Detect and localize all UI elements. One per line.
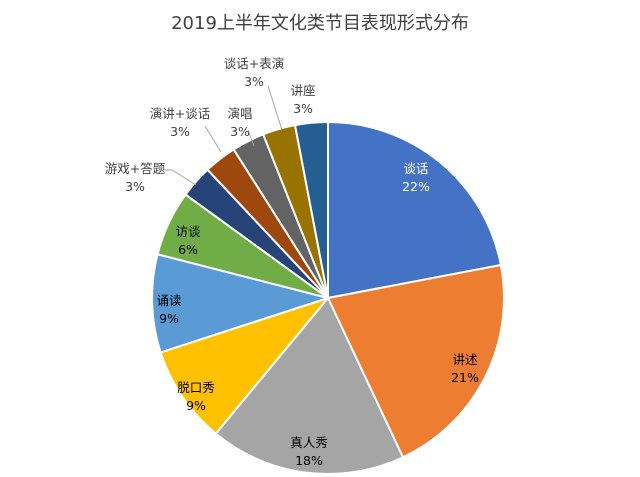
pie-slice	[159, 295, 331, 436]
slice-percent-label: 3%	[125, 179, 145, 194]
data-label: 演讲+谈话 3%	[150, 106, 210, 139]
data-label: 谈话 22%	[402, 161, 430, 194]
data-label: 谈话+表演 3%	[224, 56, 284, 89]
data-label: 脱口秀 9%	[177, 380, 215, 413]
chart-title: 2019上半年文化类节目表现形式分布	[171, 13, 469, 34]
pie-slice	[151, 253, 332, 354]
slice-name-label: 讲座	[290, 83, 315, 98]
data-label: 演唱 3%	[227, 106, 252, 139]
slice-percent-label: 21%	[451, 370, 479, 385]
slice-name-label: 脱口秀	[177, 380, 215, 395]
slice-percent-label: 3%	[170, 124, 190, 139]
slice-percent-label: 3%	[293, 101, 313, 116]
slice-percent-label: 6%	[178, 242, 198, 257]
leader-line	[267, 85, 283, 131]
slice-percent-label: 3%	[230, 124, 250, 139]
data-label: 访谈 6%	[175, 224, 201, 257]
data-label: 游戏+答题 3%	[105, 161, 166, 194]
slice-name-label: 演讲+谈话	[150, 106, 210, 121]
slice-percent-label: 18%	[295, 453, 323, 468]
slice-name-label: 谈话+表演	[224, 56, 284, 71]
leader-line	[247, 129, 255, 147]
slice-percent-label: 22%	[402, 179, 430, 194]
slice-name-label: 诵读	[156, 293, 181, 308]
slice-percent-label: 9%	[159, 311, 179, 326]
pie-slice	[293, 120, 329, 299]
slice-name-label: 谈话	[403, 161, 428, 176]
pie-slice	[214, 296, 405, 475]
data-label: 真人秀 18%	[290, 435, 328, 468]
slice-name-label: 演唱	[227, 106, 252, 121]
slice-name-label: 真人秀	[290, 435, 328, 450]
slice-percent-label: 9%	[186, 398, 206, 413]
pie-slice	[327, 120, 503, 300]
slice-percent-label: 3%	[244, 74, 264, 89]
pie-slice	[326, 263, 505, 459]
data-label: 诵读 9%	[156, 293, 181, 326]
leader-line	[204, 125, 222, 153]
slice-name-label: 讲述	[452, 352, 478, 367]
data-label: 讲述 21%	[451, 352, 479, 385]
data-label: 讲座 3%	[290, 83, 315, 116]
leader-line	[164, 169, 197, 186]
slice-name-label: 访谈	[175, 224, 201, 239]
slice-name-label: 游戏+答题	[105, 161, 166, 176]
